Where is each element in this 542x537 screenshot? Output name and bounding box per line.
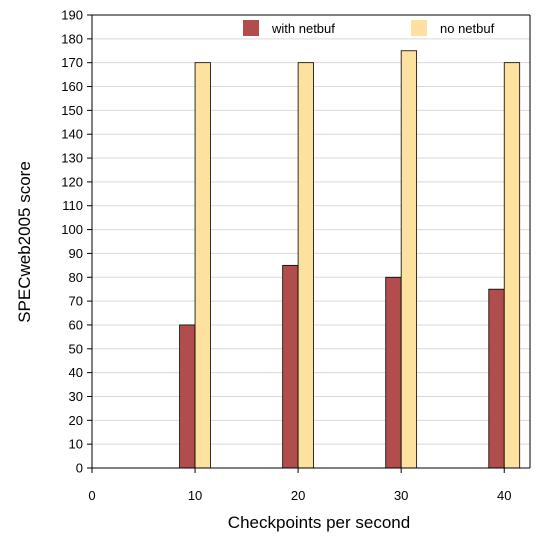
y-tick-label: 110: [62, 198, 83, 213]
y-tick-label: 160: [61, 79, 83, 94]
y-tick-label: 180: [61, 31, 83, 46]
y-tick-label: 140: [61, 127, 83, 142]
legend: with netbuf no netbuf: [243, 20, 495, 36]
y-tick-label: 70: [69, 294, 83, 309]
legend-swatch-with-netbuf: [243, 20, 259, 36]
bar-with-netbuf-40: [488, 288, 505, 469]
y-tick-label: 50: [69, 341, 83, 356]
x-tick-label: 40: [497, 488, 511, 503]
y-tick-labels: 0 10 20 30 40 50 60 70 80 90 100 110 120 130 140 150 160…: [61, 8, 83, 476]
y-tick-label: 0: [76, 461, 83, 476]
x-tick-labels: 0 10 20 30 40: [88, 488, 511, 503]
legend-label-with-netbuf: with netbuf: [271, 21, 335, 36]
axes: [87, 14, 531, 473]
y-tick-label: 90: [69, 246, 83, 261]
y-tick-label: 120: [61, 174, 83, 189]
y-tick-label: 40: [69, 365, 83, 380]
y-tick-label: 20: [69, 413, 83, 428]
x-tick-label: 30: [394, 488, 408, 503]
legend-label-no-netbuf: no netbuf: [440, 21, 495, 36]
x-tick-label: 0: [88, 488, 95, 503]
y-tick-label: 80: [69, 270, 83, 285]
bar-with-netbuf-30: [385, 276, 402, 469]
y-tick-label: 130: [61, 151, 83, 166]
x-tick-label: 10: [188, 488, 202, 503]
y-tick-label: 150: [61, 103, 83, 118]
y-tick-label: 10: [69, 437, 83, 452]
y-axis-title: SPECweb2005 score: [15, 161, 34, 323]
y-tick-label: 30: [69, 389, 83, 404]
bar-no-netbuf-10: [194, 62, 211, 469]
x-tick-label: 20: [291, 488, 305, 503]
y-tick-label: 100: [61, 222, 83, 237]
legend-swatch-no-netbuf: [411, 20, 427, 36]
x-axis-title: Checkpoints per second: [228, 513, 410, 532]
bar-no-netbuf-20: [297, 62, 314, 469]
bar-with-netbuf-20: [282, 264, 299, 469]
y-tick-label: 170: [61, 55, 83, 70]
bar-with-netbuf-10: [179, 324, 196, 469]
bars: [179, 50, 521, 469]
y-tick-label: 60: [69, 317, 83, 332]
bar-no-netbuf-30: [400, 50, 418, 469]
bar-no-netbuf-40: [503, 62, 521, 469]
y-tick-label: 190: [61, 8, 83, 23]
